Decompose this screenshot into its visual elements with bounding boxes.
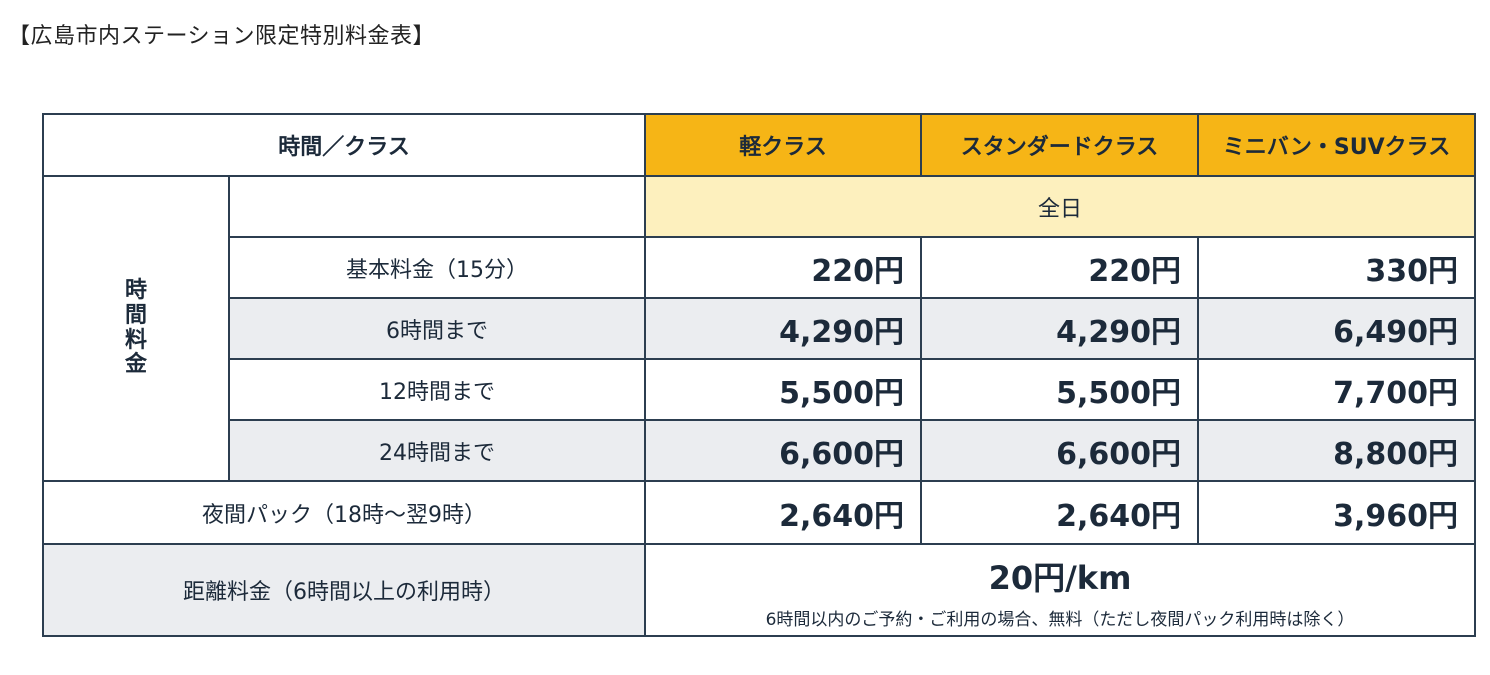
price-cell: 2,640円 bbox=[644, 480, 922, 545]
table-row: 24時間まで 6,600円 6,600円 8,800円 bbox=[43, 419, 1476, 482]
price-cell: 5,500円 bbox=[644, 358, 922, 421]
price-cell: 7,700円 bbox=[1197, 358, 1476, 421]
class-header-kei: 軽クラス bbox=[644, 113, 922, 177]
night-pack-label: 夜間パック（18時〜翌9時） bbox=[42, 480, 646, 545]
distance-fee-row: 距離料金（6時間以上の利用時） 20円/km 6時間以内のご予約・ご利用の場合、… bbox=[42, 543, 1476, 637]
row-label: 基本料金（15分） bbox=[228, 236, 646, 299]
price-cell: 2,640円 bbox=[920, 480, 1199, 545]
time-fee-char: 金 bbox=[124, 352, 147, 378]
blank-cell bbox=[228, 175, 646, 238]
time-class-header: 時間／クラス bbox=[42, 113, 646, 177]
page-title: 【広島市内ステーション限定特別料金表】 bbox=[8, 24, 436, 49]
night-pack-row: 夜間パック（18時〜翌9時） 2,640円 2,640円 3,960円 bbox=[42, 480, 1476, 545]
table-row: 12時間まで 5,500円 5,500円 7,700円 bbox=[43, 358, 1476, 421]
row-label: 6時間まで bbox=[228, 297, 646, 360]
distance-fee-label: 距離料金（6時間以上の利用時） bbox=[42, 543, 646, 637]
time-fee-label: 時 間 料 金 bbox=[42, 175, 230, 482]
price-cell: 6,600円 bbox=[644, 419, 922, 482]
row-label: 12時間まで bbox=[228, 358, 646, 421]
table-row: 6時間まで 4,290円 4,290円 6,490円 bbox=[43, 297, 1476, 360]
price-cell: 4,290円 bbox=[644, 297, 922, 360]
price-cell: 6,490円 bbox=[1197, 297, 1476, 360]
time-fee-char: 料 bbox=[124, 327, 147, 353]
price-cell: 5,500円 bbox=[920, 358, 1199, 421]
price-cell: 8,800円 bbox=[1197, 419, 1476, 482]
distance-rate: 20円/km bbox=[988, 558, 1132, 597]
price-cell: 4,290円 bbox=[920, 297, 1199, 360]
price-cell: 3,960円 bbox=[1197, 480, 1476, 545]
distance-note: 6時間以内のご予約・ご利用の場合、無料（ただし夜間パック利用時は除く） bbox=[765, 609, 1355, 630]
price-cell: 6,600円 bbox=[920, 419, 1199, 482]
time-fee-char: 時 bbox=[124, 278, 147, 304]
fee-table: 時間／クラス 軽クラス スタンダードクラス ミニバン・SUVクラス 時 間 料 … bbox=[42, 113, 1476, 637]
class-header-minivan-suv: ミニバン・SUVクラス bbox=[1197, 113, 1476, 177]
header-row: 時間／クラス 軽クラス スタンダードクラス ミニバン・SUVクラス bbox=[42, 113, 1476, 177]
price-cell: 220円 bbox=[644, 236, 922, 299]
class-header-standard: スタンダードクラス bbox=[920, 113, 1199, 177]
allday-row: 時 間 料 金 全日 bbox=[42, 175, 1476, 482]
price-cell: 220円 bbox=[920, 236, 1199, 299]
price-cell: 330円 bbox=[1197, 236, 1476, 299]
time-fee-char: 間 bbox=[124, 302, 147, 328]
distance-fee-cell: 20円/km 6時間以内のご予約・ご利用の場合、無料（ただし夜間パック利用時は除… bbox=[644, 543, 1476, 637]
row-label: 24時間まで bbox=[228, 419, 646, 482]
allday-label: 全日 bbox=[644, 175, 1476, 238]
table-row: 基本料金（15分） 220円 220円 330円 bbox=[43, 236, 1476, 299]
